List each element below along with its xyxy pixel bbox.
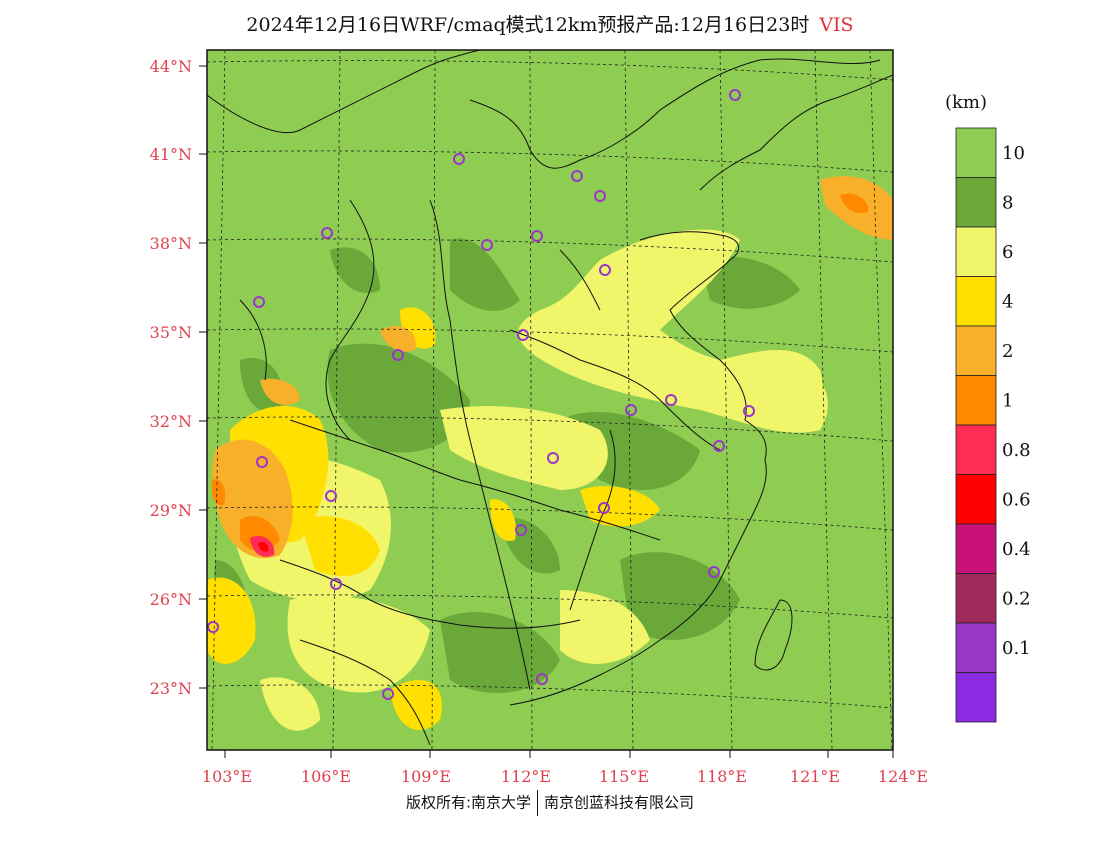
lon-label-103: 103°E (202, 767, 252, 786)
visibility-below-1km-zone (250, 535, 275, 557)
copyright-left: 版权所有:南京大学 (405, 793, 532, 812)
colorbar-swatch (955, 226, 997, 277)
lon-label-118: 118°E (697, 767, 747, 786)
colorbar-swatch (955, 375, 997, 426)
lat-ticks (199, 65, 207, 689)
lon-label-106: 106°E (301, 767, 351, 786)
footer: 版权所有:南京大学 南京创蓝科技有限公司 (0, 790, 1100, 816)
colorbar-label: 6 (1002, 242, 1013, 263)
lat-label-29: 29°N (150, 501, 192, 520)
lon-label-124: 124°E (878, 767, 928, 786)
title-text: 2024年12月16日WRF/cmaq模式12km预报产品:12月16日23时 (246, 14, 810, 36)
colorbar-swatch (955, 523, 997, 574)
title-variable: VIS (819, 14, 854, 36)
graticule (207, 50, 893, 750)
colorbar-label: 1 (1002, 390, 1013, 411)
colorbar-swatch (955, 424, 997, 475)
lat-label-38: 38°N (150, 234, 192, 253)
colorbar-label: 8 (1002, 192, 1013, 213)
lon-label-115: 115°E (599, 767, 649, 786)
colorbar-swatch (955, 573, 997, 624)
lon-label-121: 121°E (790, 767, 840, 786)
lat-label-32: 32°N (150, 412, 192, 431)
footer-separator (537, 790, 539, 816)
boundaries (207, 50, 893, 746)
lon-ticks (224, 750, 894, 758)
chart-title: 2024年12月16日WRF/cmaq模式12km预报产品:12月16日23时 V… (0, 10, 1100, 37)
colorbar-swatches (955, 127, 997, 723)
lat-label-41: 41°N (150, 145, 192, 164)
colorbar-label: 0.1 (1002, 638, 1031, 659)
lat-label-44: 44°N (150, 57, 192, 76)
colorbar-labels: 10 8 6 4 2 1 0.8 0.6 0.4 0.2 0.1 (1002, 143, 1031, 659)
lat-label-35: 35°N (150, 323, 192, 342)
colorbar-label: 10 (1002, 143, 1025, 164)
colorbar-label: 0.8 (1002, 440, 1031, 461)
station-markers (207, 89, 755, 700)
colorbar-swatch (955, 325, 997, 376)
map-plot-area (207, 50, 893, 750)
map-frame (206, 49, 894, 751)
colorbar-label: 2 (1002, 341, 1013, 362)
colorbar-swatch (955, 127, 997, 178)
copyright-right: 南京创蓝科技有限公司 (544, 793, 695, 812)
colorbar-label: 0.4 (1002, 539, 1031, 560)
colorbar-label: 4 (1002, 291, 1013, 312)
lon-labels: 103°E 106°E 109°E 112°E 115°E 118°E 121°… (202, 767, 928, 786)
colorbar-swatch (955, 622, 997, 673)
colorbar-swatch (955, 672, 997, 723)
colorbar-unit: (km) (945, 92, 987, 113)
colorbar-label: 0.6 (1002, 489, 1031, 510)
colorbar: (km) 10 8 6 4 2 1 0.8 0.6 0.4 0.2 0.1 (945, 92, 1031, 723)
colorbar-label: 0.2 (1002, 588, 1031, 609)
lon-label-109: 109°E (401, 767, 451, 786)
colorbar-swatch (955, 177, 997, 228)
lat-label-23: 23°N (150, 679, 192, 698)
lon-label-112: 112°E (501, 767, 551, 786)
colorbar-swatch (955, 474, 997, 525)
lat-labels: 44°N 41°N 38°N 35°N 32°N 29°N 26°N 23°N (150, 57, 192, 698)
colorbar-swatch (955, 276, 997, 327)
lat-label-26: 26°N (150, 590, 192, 609)
